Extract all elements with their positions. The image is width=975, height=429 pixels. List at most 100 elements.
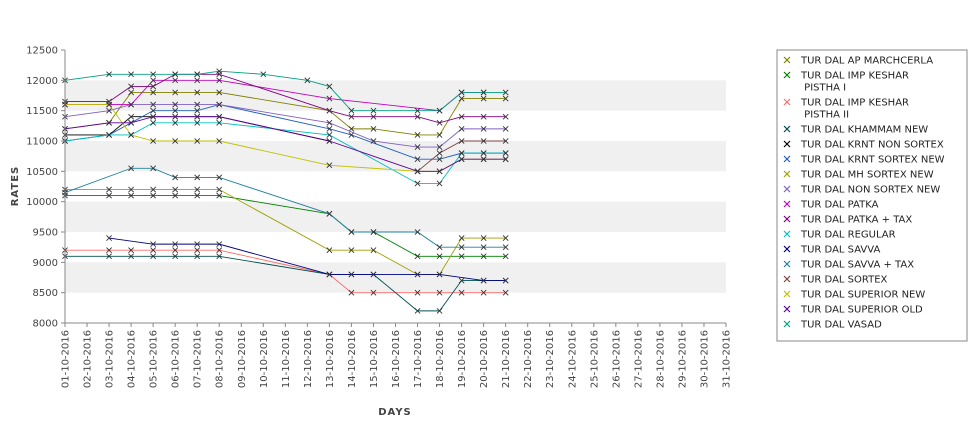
- legend-entry: TUR DAL NON SORTEX NEW: [800, 185, 940, 196]
- data-point: [326, 107, 333, 114]
- legend-entry: TUR DAL PATKA: [800, 200, 879, 211]
- x-tick-label: 18-10-2016: [435, 330, 446, 388]
- data-point: [502, 150, 509, 157]
- legend-marker: [783, 125, 791, 133]
- data-point: [106, 71, 112, 78]
- y-ticks: 8000 8500 9000 9500 10000 10500 11000 11500 1200…: [26, 46, 65, 330]
- legend-entry: TUR DAL IMP KESHAR PISTHA I: [800, 71, 909, 94]
- data-point: [414, 271, 421, 278]
- legend-entry: TUR DAL SORTEX: [800, 275, 888, 286]
- data-point: [172, 241, 179, 248]
- data-point: [458, 235, 465, 241]
- data-point: [458, 95, 465, 102]
- data-point: [194, 101, 201, 108]
- legend-entry: TUR DAL REGULAR: [800, 230, 896, 241]
- data-point: [348, 107, 355, 114]
- data-point: [128, 247, 135, 254]
- data-point: [480, 289, 487, 296]
- data-point: [150, 253, 157, 260]
- data-point: [326, 132, 333, 138]
- legend-entry: TUR DAL PATKA + TAX: [800, 215, 912, 226]
- data-point: [436, 307, 443, 314]
- data-point: [216, 186, 223, 193]
- data-point: [502, 138, 509, 144]
- series-4: [62, 113, 333, 144]
- data-point: [480, 138, 487, 144]
- legend-entry: TUR DAL KRNT NON SORTEX: [800, 140, 944, 151]
- data-point: [326, 138, 333, 144]
- x-tick-label: 06-10-2016: [171, 330, 182, 388]
- data-point: [194, 241, 201, 248]
- x-tick-label: 23-10-2016: [545, 330, 556, 388]
- y-tick-label: 12000: [26, 76, 58, 87]
- data-point: [194, 138, 201, 144]
- data-point: [194, 186, 201, 193]
- data-point: [172, 138, 179, 144]
- x-tick-label: 29-10-2016: [677, 330, 688, 388]
- data-point: [150, 192, 157, 199]
- data-point: [106, 101, 112, 108]
- data-point: [326, 125, 333, 132]
- data-point: [106, 132, 112, 138]
- data-point: [128, 253, 135, 260]
- data-point: [348, 113, 355, 120]
- data-point: [172, 192, 179, 199]
- data-point: [106, 253, 112, 260]
- data-point: [216, 89, 223, 96]
- data-point: [480, 113, 487, 120]
- legend-marker: [783, 215, 791, 223]
- x-tick-label: 08-10-2016: [215, 330, 226, 388]
- legend: TUR DAL AP MARCHCERLA TUR DAL IMP KESHAR …: [776, 49, 968, 342]
- data-point: [436, 180, 443, 187]
- data-point: [502, 113, 509, 120]
- data-point: [128, 119, 135, 126]
- data-point: [128, 113, 135, 120]
- legend-entry: TUR DAL SAVVA + TAX: [800, 260, 914, 271]
- data-point: [414, 180, 421, 187]
- legend-entry: TUR DAL SAVVA: [800, 245, 880, 256]
- data-point: [414, 132, 421, 138]
- legend-marker: [783, 155, 791, 163]
- data-point: [106, 107, 112, 114]
- data-point: [172, 107, 179, 114]
- legend-box: [776, 49, 968, 342]
- data-point: [216, 101, 223, 108]
- data-point: [348, 229, 355, 235]
- legend-marker: [783, 290, 791, 298]
- data-point: [172, 174, 179, 181]
- x-tick-label: 09-10-2016: [237, 330, 248, 388]
- data-point: [480, 244, 487, 251]
- data-point: [128, 83, 135, 90]
- data-point: [458, 277, 465, 284]
- data-point: [150, 71, 157, 78]
- series-line: [64, 104, 506, 148]
- y-axis-title: RATES: [10, 166, 21, 207]
- y-tick-label: 10500: [26, 167, 58, 178]
- data-point: [436, 119, 443, 126]
- y-tick-label: 11000: [26, 137, 58, 148]
- data-point: [480, 156, 487, 163]
- x-tick-label: 04-10-2016: [127, 330, 138, 388]
- series-7: [62, 101, 509, 150]
- legend-marker: [783, 260, 791, 268]
- grid-band: [65, 262, 726, 293]
- data-point: [326, 95, 333, 102]
- data-point: [150, 241, 157, 248]
- data-point: [502, 235, 509, 241]
- data-point: [304, 77, 311, 84]
- data-point: [150, 89, 157, 96]
- data-point: [216, 253, 223, 260]
- data-point: [436, 150, 443, 157]
- data-point: [216, 192, 223, 199]
- x-tick-label: 25-10-2016: [589, 330, 600, 388]
- data-point: [502, 277, 509, 284]
- legend-marker: [783, 305, 791, 313]
- legend-marker: [783, 230, 791, 238]
- series-line: [64, 104, 506, 160]
- data-point: [216, 247, 223, 254]
- data-point: [216, 119, 223, 126]
- data-point: [370, 229, 377, 235]
- data-point: [370, 107, 377, 114]
- data-point: [172, 253, 179, 260]
